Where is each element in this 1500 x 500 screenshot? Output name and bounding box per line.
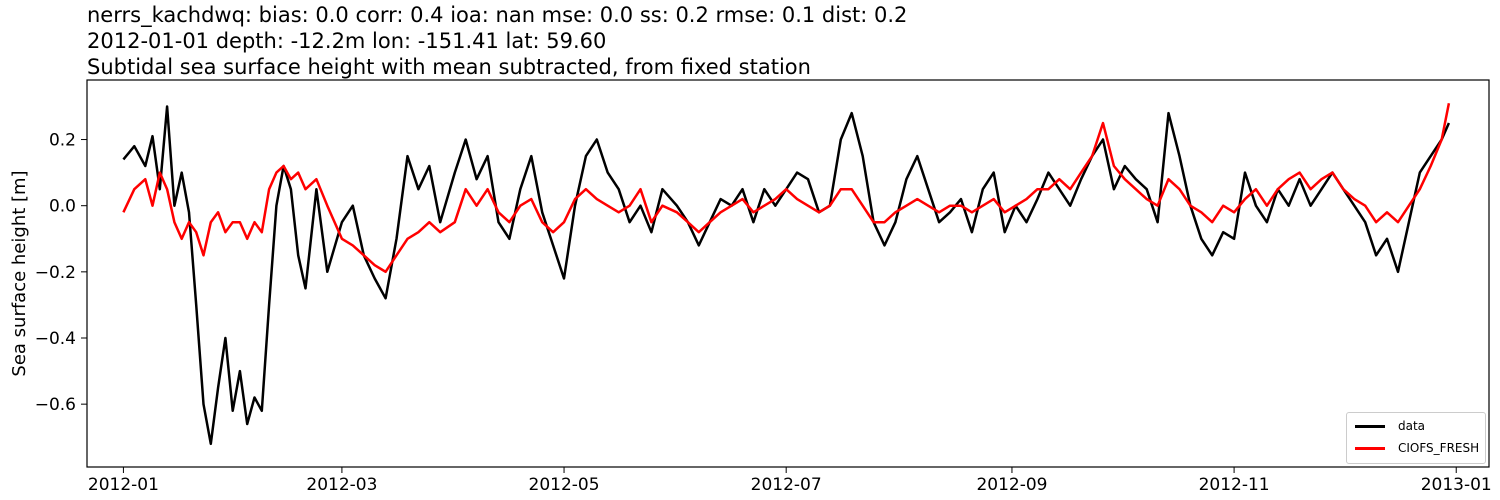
legend-item-ciofs-fresh: CIOFS_FRESH [1355, 440, 1479, 456]
x-tick-label: 2012-01 [88, 475, 159, 495]
x-tick-label: 2012-03 [306, 475, 377, 495]
y-tick-label: −0.4 [35, 329, 76, 349]
legend-item-data: data [1355, 418, 1425, 434]
y-tick-label: −0.2 [35, 263, 76, 283]
x-tick-label: 2012-07 [751, 475, 822, 495]
x-axis: 2012-01 2012-03 2012-05 2012-07 2012-09 2012-… [88, 467, 1492, 495]
legend-swatch-ciofs-fresh [1355, 446, 1385, 450]
y-tick-label: 0.2 [49, 131, 76, 151]
legend-swatch-data [1355, 424, 1385, 428]
series-line-ciofs-fresh [122, 102, 1451, 274]
chart-title-stats: nerrs_kachdwq: bias: 0.0 corr: 0.4 ioa: … [87, 3, 908, 27]
x-tick-label: 2013-01 [1421, 475, 1492, 495]
legend: data CIOFS_FRESH [1346, 412, 1486, 464]
legend-label-data: data [1398, 419, 1426, 433]
x-tick-label: 2012-11 [1199, 475, 1270, 495]
y-tick-label: −0.6 [35, 395, 76, 415]
series-layer [122, 102, 1451, 446]
chart-title-station: 2012-01-01 depth: -12.2m lon: -151.41 la… [87, 29, 607, 53]
series-line-data [122, 105, 1451, 446]
legend-label-ciofs-fresh: CIOFS_FRESH [1398, 441, 1480, 455]
y-tick-label: 0.0 [49, 197, 76, 217]
chart-title-description: Subtidal sea surface height with mean su… [87, 55, 811, 79]
x-tick-label: 2012-09 [976, 475, 1047, 495]
y-axis: −0.6 −0.4 −0.2 0.0 0.2 [35, 131, 87, 415]
plot-frame [86, 79, 1490, 468]
x-tick-label: 2012-05 [529, 475, 600, 495]
y-axis-label: Sea surface height [m] [9, 170, 30, 376]
chart-title-block: nerrs_kachdwq: bias: 0.0 corr: 0.4 ioa: … [87, 2, 907, 80]
